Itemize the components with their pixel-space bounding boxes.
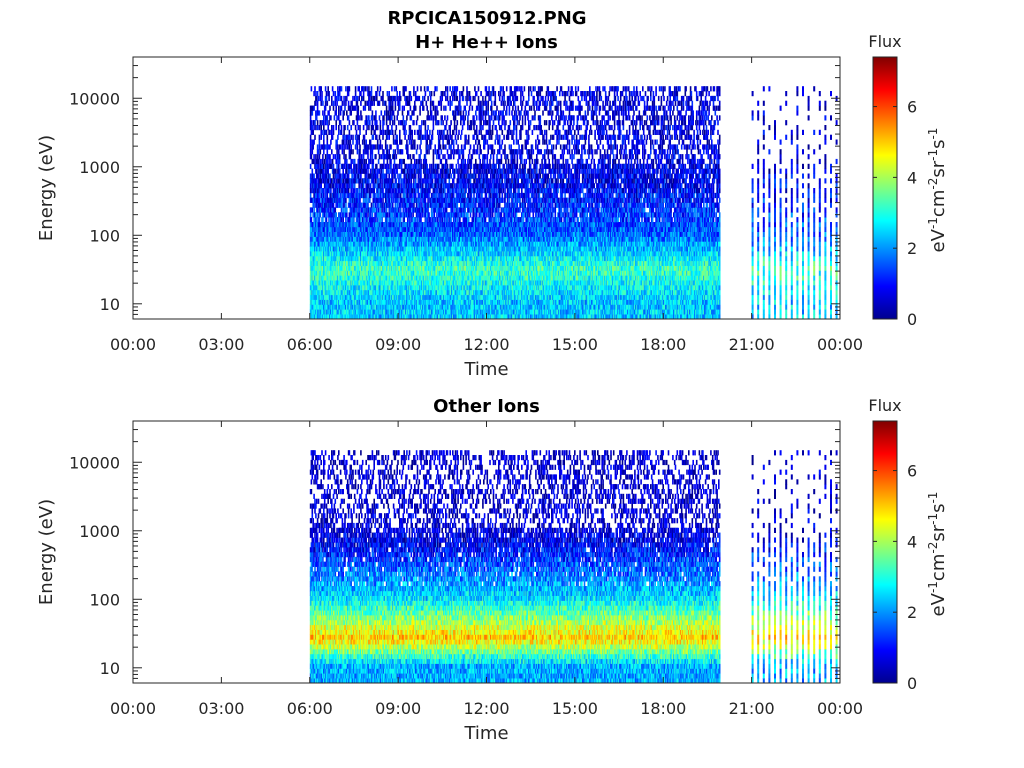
spectrogram-cell xyxy=(319,135,321,140)
spectrogram-cell xyxy=(319,154,321,159)
spectrogram-cells xyxy=(310,86,838,319)
spectrogram-cell xyxy=(319,125,321,130)
spectrogram-cell xyxy=(319,140,321,145)
figure-file-title: RPCICA150912.PNG xyxy=(387,8,586,29)
spectrogram-cell xyxy=(310,193,312,198)
spectrogram-cell xyxy=(313,140,315,145)
spectrogram-cell xyxy=(318,159,320,164)
spectrogram-cell xyxy=(318,164,320,169)
spectrogram-cell xyxy=(319,198,321,203)
spectrogram-cell xyxy=(310,115,312,120)
spectrogram-cell xyxy=(313,106,315,111)
spectrogram-cell xyxy=(313,159,315,164)
spectrogram-figure: RPCICA150912.PNG H+ He++ Ions00:00 03:00 0… xyxy=(0,0,1024,768)
spectrogram-cell xyxy=(315,212,317,217)
spectrogram-cell xyxy=(313,154,315,159)
spectrogram-cell xyxy=(317,212,319,217)
spectrogram-cell xyxy=(312,130,314,135)
spectrogram-cell xyxy=(312,149,314,154)
spectrogram-cell xyxy=(319,110,321,115)
spectrogram-cell xyxy=(310,164,312,169)
spectrogram-cell xyxy=(316,115,318,120)
spectrogram-cell xyxy=(312,125,314,130)
spectrogram-cell xyxy=(315,154,317,159)
panel-title: H+ He++ Ions xyxy=(415,32,558,53)
spectrogram-cell xyxy=(314,86,316,91)
spectrogram-cell xyxy=(310,183,312,188)
spectrogram-cell xyxy=(310,212,312,217)
spectrogram-cell xyxy=(316,178,318,183)
spectrogram-cell xyxy=(318,149,320,154)
spectrogram-cell xyxy=(319,144,321,149)
spectrogram-cell xyxy=(316,217,318,222)
spectrogram-cell xyxy=(317,106,319,111)
spectrogram-cell xyxy=(317,91,319,96)
spectrogram-cell xyxy=(310,174,312,179)
spectrogram-cell xyxy=(316,169,318,174)
spectrogram-cell xyxy=(310,188,312,193)
spectrogram-cell xyxy=(317,207,319,212)
spectrogram-cell xyxy=(319,188,321,193)
spectrogram-cell xyxy=(310,140,312,145)
spectrogram-cell xyxy=(313,125,315,130)
spectrogram-cell xyxy=(310,149,312,154)
spectrogram-cell xyxy=(318,96,320,101)
spectrogram-cell xyxy=(313,207,315,212)
spectrogram-cell xyxy=(316,96,318,101)
spectrogram-cell xyxy=(317,120,319,125)
spectrogram-cell xyxy=(312,169,314,174)
spectrogram-cell xyxy=(319,193,321,198)
spectrogram-cell xyxy=(311,217,313,222)
spectrogram-cell xyxy=(313,203,315,208)
spectrogram-cell xyxy=(312,207,314,212)
spectrogram-cell xyxy=(319,217,321,222)
spectrogram-cell xyxy=(317,154,319,159)
spectrogram-cell xyxy=(318,174,320,179)
spectrogram-cell xyxy=(317,144,319,149)
spectrogram-cell xyxy=(311,120,313,125)
spectrogram-cell xyxy=(315,125,317,130)
spectrogram-cell xyxy=(311,154,313,159)
spectrogram-cell xyxy=(311,86,313,91)
spectrogram-cell xyxy=(313,174,315,179)
spectrogram-cell xyxy=(314,120,316,125)
spectrogram-cell xyxy=(310,135,312,140)
spectrogram-cell xyxy=(315,91,317,96)
spectrogram-cell xyxy=(317,125,319,130)
spectrogram-cell xyxy=(317,101,319,106)
spectrogram-cell xyxy=(315,101,317,106)
spectrogram-cell xyxy=(312,110,314,115)
spectrogram-cell xyxy=(312,144,314,149)
spectrogram-cell xyxy=(313,91,315,96)
spectrogram-cell xyxy=(310,144,312,149)
spectrogram-cell xyxy=(314,135,316,140)
